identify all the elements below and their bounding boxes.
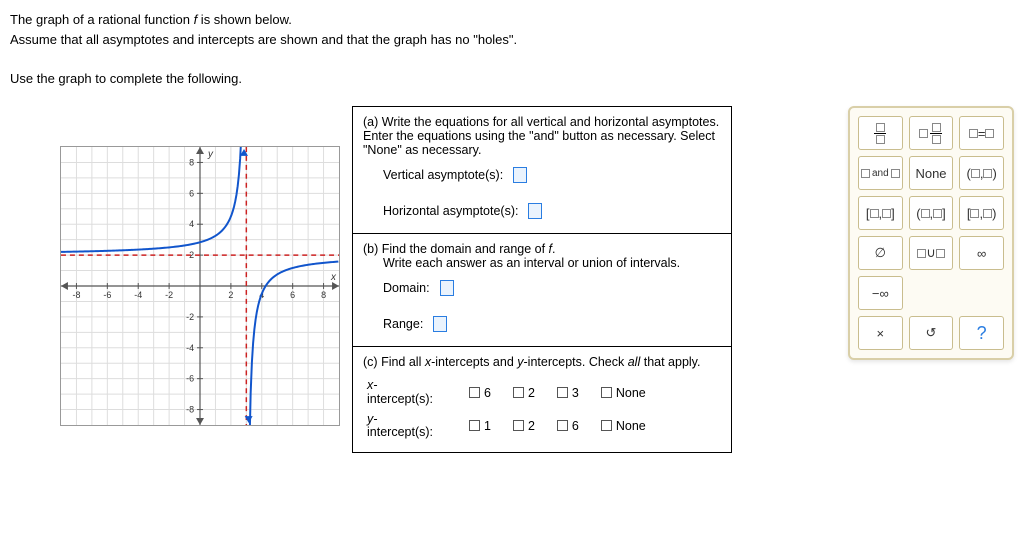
xint-opt-1[interactable]: 2	[513, 386, 535, 400]
yint-opt-1[interactable]: 2	[513, 419, 535, 433]
yint-lbl-b: intercept(s):	[367, 425, 433, 439]
tool-inf-label: ∞	[977, 246, 986, 261]
x-intercept-row: x-intercept(s): 6 2 3 None	[367, 379, 721, 407]
svg-text:x: x	[330, 272, 337, 283]
range-label: Range:	[383, 317, 423, 331]
svg-text:6: 6	[290, 290, 295, 300]
svg-text:8: 8	[189, 157, 194, 167]
vert-asym-input[interactable]	[513, 167, 527, 183]
intro-line1a: The graph of a rational function	[10, 12, 194, 27]
xint-opt-3[interactable]: None	[601, 386, 646, 400]
svg-text:-6: -6	[103, 290, 111, 300]
svg-text:2: 2	[228, 290, 233, 300]
tool-halfopen-left[interactable]: (,]	[909, 196, 954, 230]
part-c-text1: Find all	[381, 355, 425, 369]
yint-opt-2[interactable]: 6	[557, 419, 579, 433]
graph-container: -8-8-6-6-4-4-2-222446688yx	[60, 146, 340, 426]
part-b-f: f	[549, 242, 552, 256]
tool-union[interactable]: ∪	[909, 236, 954, 270]
tool-help-label: ?	[977, 323, 987, 344]
svg-text:-2: -2	[186, 312, 194, 322]
yint-opt-1-label: 2	[528, 419, 535, 433]
part-a-text: Write the equations for all vertical and…	[363, 115, 719, 157]
yint-opt-0[interactable]: 1	[469, 419, 491, 433]
math-toolbox: = and None (,) [,] (,] [,) ∅	[848, 106, 1014, 360]
part-c-all: all	[628, 355, 641, 369]
xint-opt-2[interactable]: 3	[557, 386, 579, 400]
part-b-text2: Write each answer as an interval or unio…	[383, 256, 680, 270]
tool-and[interactable]: and	[858, 156, 903, 190]
xint-opt-0[interactable]: 6	[469, 386, 491, 400]
svg-text:-8: -8	[72, 290, 80, 300]
xint-opt-3-label: None	[616, 386, 646, 400]
intro-text: The graph of a rational function f is sh…	[10, 10, 1014, 88]
tool-none[interactable]: None	[909, 156, 954, 190]
tool-help[interactable]: ?	[959, 316, 1004, 350]
graph-svg: -8-8-6-6-4-4-2-222446688yx	[61, 147, 339, 425]
tool-none-label: None	[915, 166, 946, 181]
horiz-asym-label: Horizontal asymptote(s):	[383, 204, 518, 218]
tool-halfopen-right[interactable]: [,)	[959, 196, 1004, 230]
svg-text:-8: -8	[186, 405, 194, 415]
horiz-asym-input[interactable]	[528, 203, 542, 219]
tool-neginf-label: −∞	[872, 286, 889, 301]
part-b-cell: (b) Find the domain and range of f. Writ…	[353, 234, 732, 347]
yint-opt-3[interactable]: None	[601, 419, 646, 433]
svg-text:8: 8	[321, 290, 326, 300]
yint-opt-3-label: None	[616, 419, 646, 433]
tool-neg-infinity[interactable]: −∞	[858, 276, 903, 310]
tool-fraction[interactable]	[858, 116, 903, 150]
xint-lbl-a: x-	[367, 378, 377, 392]
vert-asym-label: Vertical asymptote(s):	[383, 168, 503, 182]
xint-lbl-b: intercept(s):	[367, 392, 433, 406]
y-intercept-row: y-intercept(s): 1 2 6 None	[367, 413, 721, 441]
part-c-cell: (c) Find all x-intercepts and y-intercep…	[353, 347, 732, 453]
tool-mixed-fraction[interactable]	[909, 116, 954, 150]
xint-opt-2-label: 3	[572, 386, 579, 400]
part-c-text2: -intercepts and	[431, 355, 517, 369]
intro-line3: Use the graph to complete the following.	[10, 71, 242, 86]
domain-input[interactable]	[440, 280, 454, 296]
questions-table: (a) Write the equations for all vertical…	[352, 106, 732, 453]
tool-clear-label: ×	[877, 326, 885, 341]
intro-line2: Assume that all asymptotes and intercept…	[10, 32, 517, 47]
svg-text:-2: -2	[165, 290, 173, 300]
domain-label: Domain:	[383, 281, 430, 295]
yint-opt-0-label: 1	[484, 419, 491, 433]
part-c-text4: that apply.	[640, 355, 700, 369]
tool-empty-set[interactable]: ∅	[858, 236, 903, 270]
tool-equation[interactable]: =	[959, 116, 1004, 150]
svg-text:y: y	[207, 149, 214, 160]
part-b-label: (b)	[363, 242, 378, 256]
xint-opt-1-label: 2	[528, 386, 535, 400]
tool-empty-label: ∅	[875, 245, 886, 261]
part-c-text3: -intercepts. Check	[524, 355, 628, 369]
tool-undo[interactable]: ↺	[909, 316, 954, 350]
svg-text:-4: -4	[186, 343, 194, 353]
tool-infinity[interactable]: ∞	[959, 236, 1004, 270]
tool-undo-label: ↺	[926, 325, 937, 341]
yint-lbl-a: y-	[367, 412, 377, 426]
yint-opt-2-label: 6	[572, 419, 579, 433]
part-a-cell: (a) Write the equations for all vertical…	[353, 107, 732, 234]
svg-text:-4: -4	[134, 290, 142, 300]
range-input[interactable]	[433, 316, 447, 332]
tool-point[interactable]: (,)	[959, 156, 1004, 190]
svg-text:-6: -6	[186, 374, 194, 384]
svg-text:6: 6	[189, 188, 194, 198]
part-b-text1: Find the domain and range of	[382, 242, 549, 256]
svg-text:4: 4	[189, 219, 194, 229]
tool-clear[interactable]: ×	[858, 316, 903, 350]
part-a-label: (a)	[363, 115, 378, 129]
xint-opt-0-label: 6	[484, 386, 491, 400]
part-c-label: (c)	[363, 355, 378, 369]
tool-closed-interval[interactable]: [,]	[858, 196, 903, 230]
intro-line1b: is shown below.	[197, 12, 292, 27]
